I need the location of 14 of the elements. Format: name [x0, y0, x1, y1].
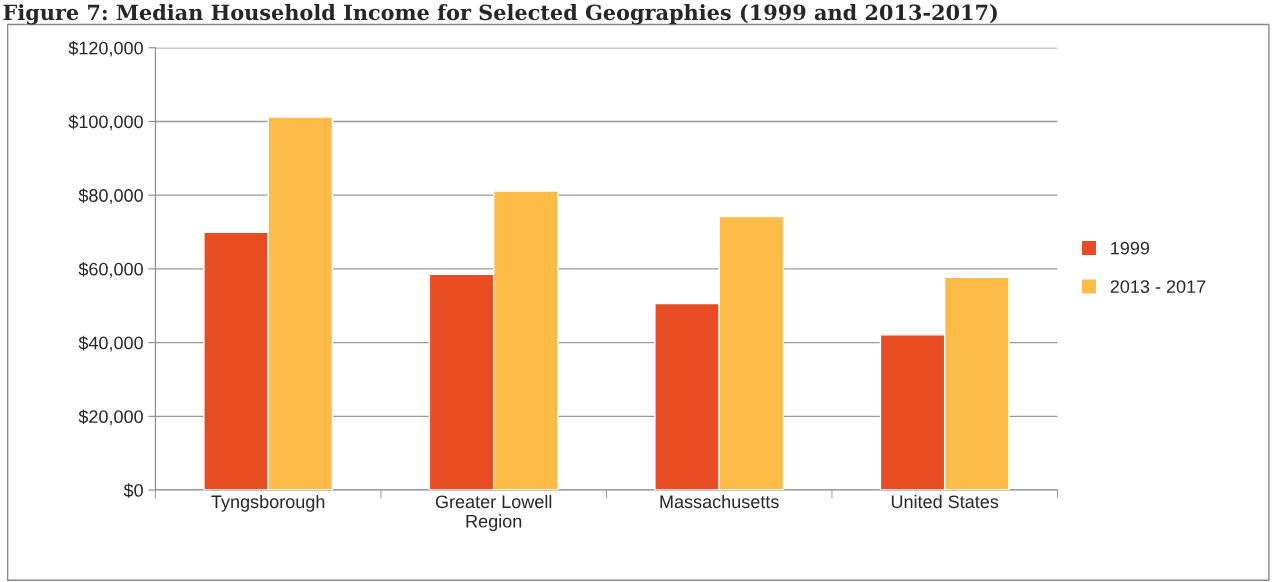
y-tick-label: $60,000	[78, 262, 143, 278]
x-tick-label: Tyngsborough	[211, 494, 325, 512]
legend-label: 1999	[1111, 241, 1150, 255]
y-tick-label: $20,000	[78, 409, 143, 426]
chart-title: Figure 7: Median Household Income for Selected Geographies (1999 and 2013-2017)	[3, 4, 997, 25]
y-tick-label: $80,000	[78, 188, 143, 205]
y-tick-label: $120,000	[68, 40, 143, 57]
y-tick-label: $0	[123, 483, 143, 498]
x-tick-label: Greater Lowell Region	[435, 494, 552, 532]
x-tick-label: United States	[891, 494, 999, 509]
y-tick-label: $100,000	[68, 114, 143, 131]
legend-label: 2013 - 2017	[1110, 280, 1206, 293]
x-tick-label: Massachusetts	[660, 494, 779, 509]
y-tick-label: $40,000	[78, 335, 143, 352]
